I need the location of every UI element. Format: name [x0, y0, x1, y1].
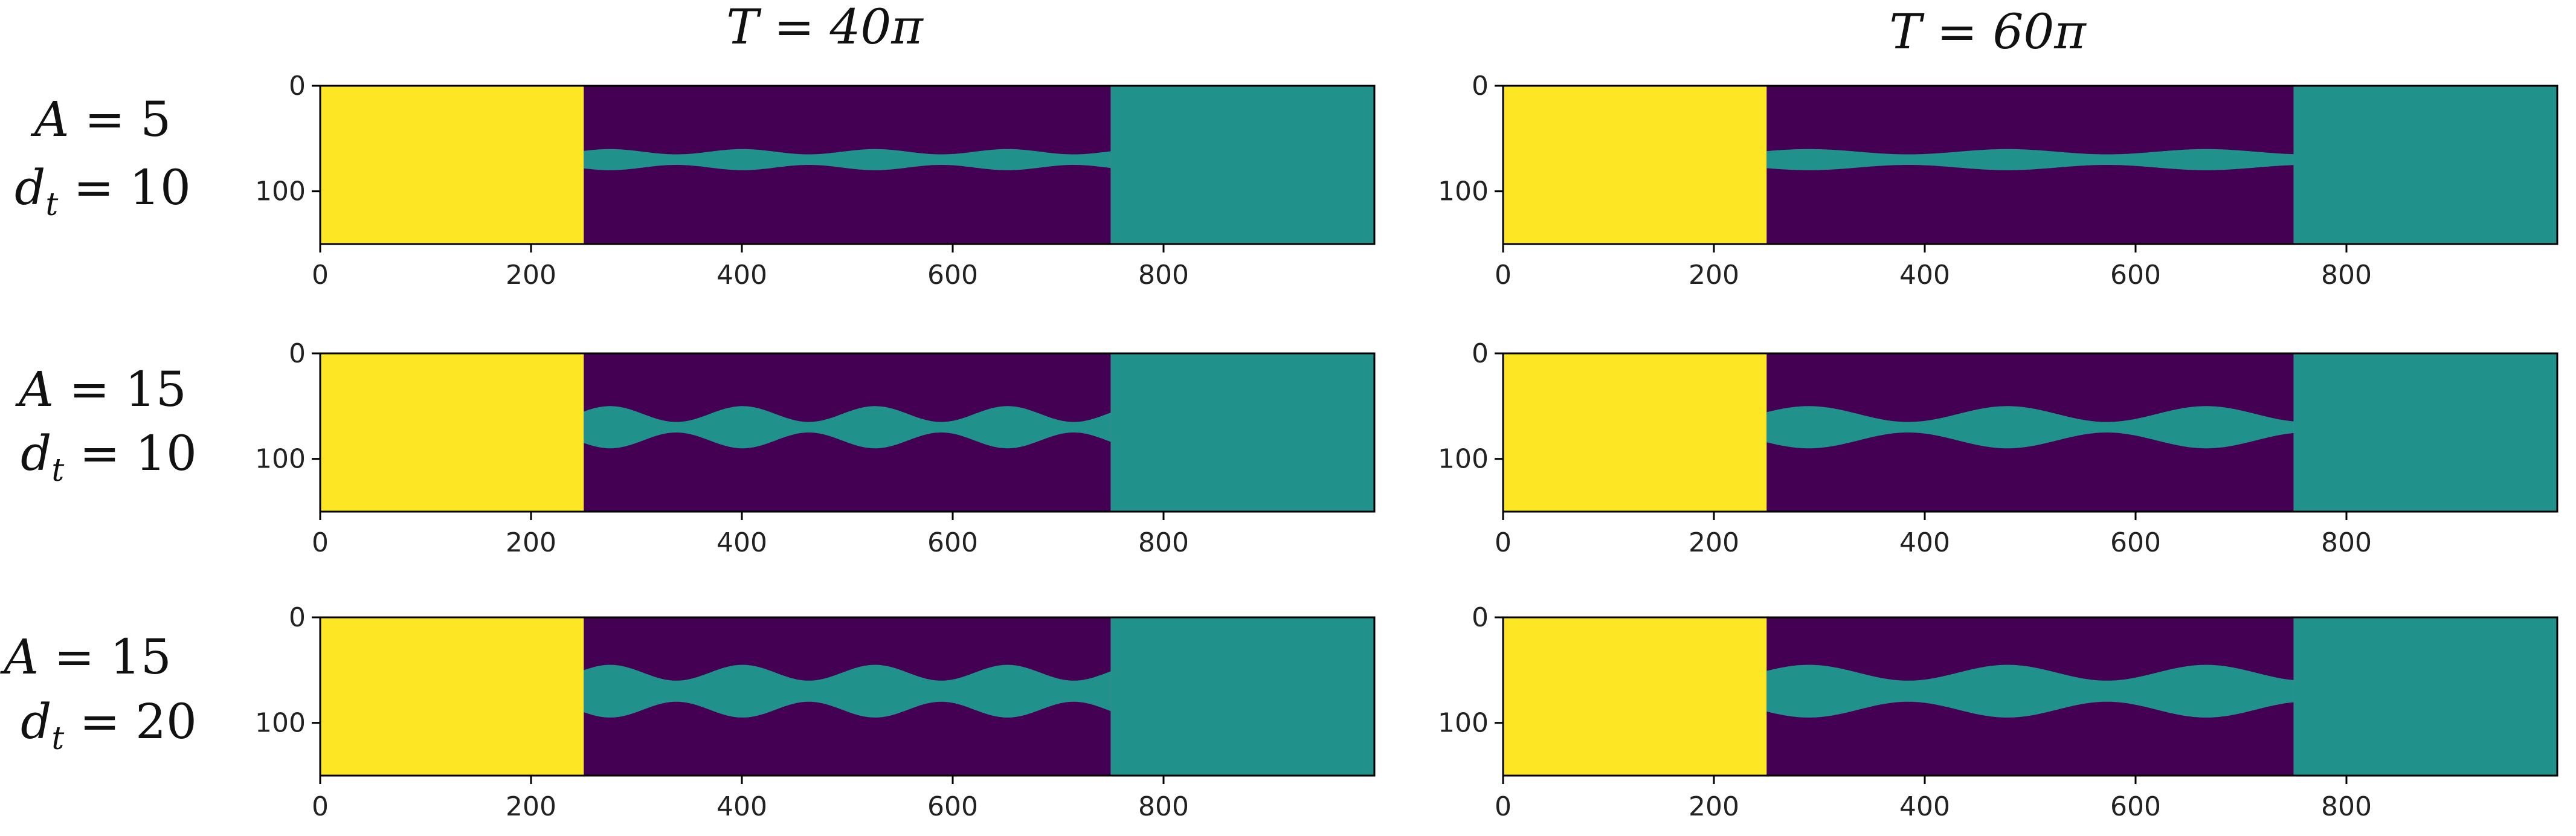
x-tick-label: 800	[2321, 260, 2372, 291]
outlet-region	[1110, 86, 1374, 244]
row-label-2-line2: dt = 10	[21, 425, 197, 489]
x-tick-label: 0	[1495, 791, 1512, 822]
y-tick-label: 0	[1472, 338, 1489, 369]
row-label-1-line1: A = 5	[30, 91, 172, 147]
axes-frame	[1502, 616, 2558, 777]
x-tick-label: 600	[927, 791, 978, 822]
y-tick-label: 0	[289, 71, 306, 101]
x-tick-label: 600	[2110, 527, 2161, 558]
wavy-channel	[1766, 664, 2294, 718]
x-tick-label: 600	[2110, 260, 2161, 291]
x-tick-label: 0	[312, 527, 329, 558]
inlet-region	[320, 617, 584, 776]
heatmap-panel-r2-c1: 0 200 400 600 800 0 100	[255, 338, 1376, 558]
wavy-channel	[1766, 149, 2294, 170]
x-tick-label: 800	[1138, 260, 1189, 291]
heatmap-panel-r1-c2: 0 200 400 600 800 0 100	[1438, 71, 2558, 291]
x-tick-label: 400	[716, 260, 767, 291]
row-label-1-line2: dt = 10	[14, 159, 191, 223]
x-tick-label: 0	[1495, 527, 1512, 558]
wavy-channel	[1766, 406, 2294, 449]
row-label-2-line1: A = 15	[14, 361, 186, 417]
x-tick-label: 600	[927, 260, 978, 291]
x-tick-label: 0	[312, 791, 329, 822]
inlet-region	[1503, 617, 1767, 776]
heatmap-panel-r3-c1: 0 200 400 600 800 0 100	[255, 602, 1376, 822]
axes-frame	[319, 352, 1376, 513]
y-tick-label: 100	[255, 444, 306, 475]
row-label-3-line2: dt = 20	[21, 693, 197, 757]
y-tick-label: 100	[1438, 708, 1489, 739]
x-tick-label: 200	[1689, 260, 1739, 291]
y-tick-label: 0	[289, 602, 306, 633]
heatmap-panels: 0 200 400 600 800 0 100 0 200 400 600 800 0 100 0 200 40…	[255, 71, 2558, 822]
y-tick-label: 100	[255, 176, 306, 207]
outlet-region	[2293, 353, 2557, 512]
outlet-region	[2293, 86, 2557, 244]
x-tick-label: 400	[1899, 527, 1950, 558]
x-tick-label: 200	[1689, 527, 1739, 558]
x-tick-label: 400	[1899, 791, 1950, 822]
x-tick-label: 200	[1689, 791, 1739, 822]
wavy-channel	[584, 664, 1111, 718]
x-tick-label: 200	[506, 260, 556, 291]
axes-frame	[319, 85, 1376, 245]
y-tick-label: 0	[1472, 602, 1489, 633]
column-header-1: T = 40π	[726, 0, 924, 55]
inlet-region	[1503, 86, 1767, 244]
row-label-3-line1: A = 15	[0, 629, 172, 685]
x-tick-label: 800	[1138, 527, 1189, 558]
y-tick-label: 0	[289, 338, 306, 369]
heatmap-panel-r3-c2: 0 200 400 600 800 0 100	[1438, 602, 2558, 822]
y-tick-label: 0	[1472, 71, 1489, 101]
x-tick-label: 400	[1899, 260, 1950, 291]
outlet-region	[1110, 353, 1374, 512]
x-tick-label: 600	[927, 527, 978, 558]
y-tick-label: 100	[255, 708, 306, 739]
wavy-channel	[584, 406, 1111, 449]
outlet-region	[2293, 617, 2557, 776]
x-tick-label: 800	[1138, 791, 1189, 822]
axes-frame	[1502, 85, 2558, 245]
column-header-2: T = 60π	[1889, 4, 2087, 60]
axes-frame	[1502, 352, 2558, 513]
x-tick-label: 200	[506, 791, 556, 822]
heatmap-panel-r2-c2: 0 200 400 600 800 0 100	[1438, 338, 2558, 558]
x-tick-label: 600	[2110, 791, 2161, 822]
wavy-channel	[584, 149, 1111, 170]
y-tick-label: 100	[1438, 176, 1489, 207]
x-tick-label: 0	[312, 260, 329, 291]
x-tick-label: 200	[506, 527, 556, 558]
inlet-region	[320, 353, 584, 512]
x-tick-label: 800	[2321, 527, 2372, 558]
inlet-region	[1503, 353, 1767, 512]
heatmap-panel-r1-c1: 0 200 400 600 800 0 100	[255, 71, 1376, 291]
y-tick-label: 100	[1438, 444, 1489, 475]
inlet-region	[320, 86, 584, 244]
axes-frame	[319, 616, 1376, 777]
x-tick-label: 400	[716, 527, 767, 558]
x-tick-label: 800	[2321, 791, 2372, 822]
x-tick-label: 400	[716, 791, 767, 822]
x-tick-label: 0	[1495, 260, 1512, 291]
outlet-region	[1110, 617, 1374, 776]
